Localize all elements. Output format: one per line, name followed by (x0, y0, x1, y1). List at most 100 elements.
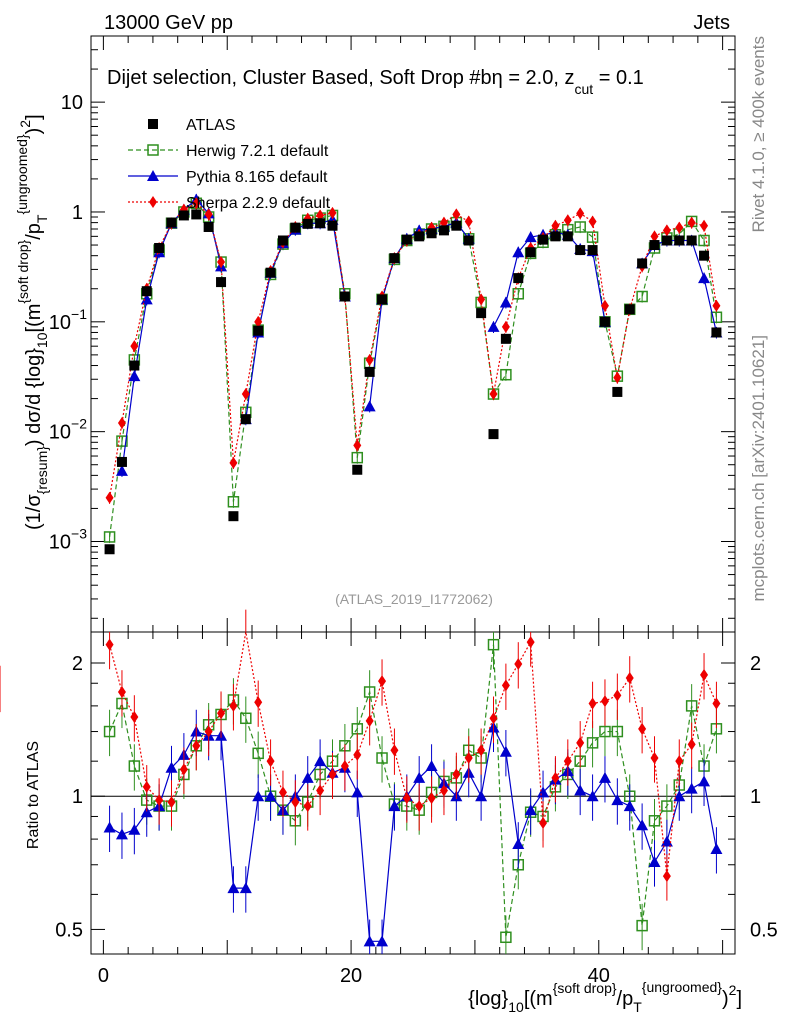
ratio-point-sherpa (278, 786, 287, 799)
main-point-atlas (216, 277, 227, 288)
ratio-point-pythia (314, 755, 327, 767)
ratio-point-pythia (128, 823, 141, 835)
main-point-herwig (512, 288, 525, 300)
ratio-y-tick-label: 1 (72, 786, 83, 808)
main-point-pythia (499, 296, 512, 308)
ratio-point-sherpa (117, 685, 126, 698)
main-point-pythia (140, 293, 153, 305)
ratio-point-pythia (301, 771, 314, 783)
main-point-atlas (562, 231, 573, 242)
main-point-pythia (115, 464, 128, 476)
main-point-atlas (129, 360, 140, 371)
main-point-atlas (575, 245, 586, 256)
main-point-atlas (352, 464, 363, 475)
main-point-atlas (463, 235, 474, 246)
legend-item-sherpa: Sherpa 2.2.9 default (128, 195, 331, 212)
main-point-herwig (103, 531, 116, 543)
ratio-point-pythia (413, 771, 426, 783)
main-point-sherpa (687, 216, 696, 229)
main-point-atlas (538, 234, 549, 245)
main-point-atlas (104, 544, 115, 555)
ratio-point-sherpa (514, 657, 523, 670)
ratio-point-sherpa (650, 751, 659, 764)
ratio-point-sherpa (501, 679, 510, 692)
ratio-point-sherpa (712, 697, 721, 710)
main-point-atlas (550, 231, 561, 242)
main-line-pythia (245, 218, 346, 420)
ratio-point-sherpa (179, 763, 188, 776)
main-point-sherpa (130, 340, 139, 353)
main-point-atlas (389, 253, 400, 264)
main-point-atlas (649, 240, 660, 251)
main-point-sherpa (662, 224, 671, 237)
main-point-atlas (377, 294, 388, 305)
ratio-series-group (0, 609, 723, 954)
ratio-point-herwig (611, 725, 624, 738)
ratio-point-pythia (363, 935, 376, 947)
ratio-point-sherpa (142, 780, 151, 793)
main-series-group (103, 193, 723, 555)
ratio-point-sherpa (415, 800, 424, 813)
ratio-point-pythia (351, 786, 364, 798)
ratio-point-pythia (611, 794, 624, 806)
ratio-axis-ticks: 0.5 0.51 12 20 20 40 (55, 632, 778, 987)
main-point-sherpa (353, 439, 362, 452)
main-point-pythia (128, 370, 141, 382)
ratio-point-pythia (598, 771, 611, 783)
main-point-sherpa (328, 206, 337, 219)
main-point-atlas (674, 235, 685, 246)
main-y-axis-label: (1/σ{resum}) dσ/d {log}10[(m{soft drop}/… (14, 114, 50, 530)
main-point-atlas (253, 325, 264, 336)
legend-label-sherpa: Sherpa 2.2.9 default (186, 195, 331, 212)
ratio-point-sherpa (489, 712, 498, 725)
ratio-point-herwig (252, 747, 264, 760)
ratio-point-herwig (586, 737, 599, 749)
main-point-herwig (500, 368, 512, 381)
ratio-point-herwig (103, 725, 116, 738)
main-point-sherpa (712, 299, 721, 312)
ratio-point-herwig (487, 638, 500, 651)
main-point-sherpa (241, 388, 250, 401)
main-point-sherpa (600, 299, 609, 312)
main-point-atlas (686, 235, 697, 246)
main-point-atlas (476, 308, 487, 319)
main-y-tick-label: 10 (61, 92, 83, 114)
ratio-point-sherpa (662, 870, 671, 883)
main-point-herwig (227, 496, 240, 508)
plot-title: Dijet selection, Cluster Based, Soft Dro… (107, 67, 644, 97)
ratio-y-tick-label: 2 (72, 653, 83, 675)
ratio-point-pythia (623, 800, 636, 812)
main-point-atlas (364, 366, 375, 377)
main-point-atlas (661, 235, 672, 246)
ratio-point-sherpa (638, 722, 647, 735)
mcplots-label: mcplots.cern.ch [arXiv:2401.10621] (749, 335, 768, 601)
legend: ATLAS Herwig 7.2.1 default Pythia 8.165 de… (128, 117, 331, 212)
main-point-atlas (488, 429, 499, 440)
main-point-atlas (315, 218, 326, 229)
legend-label-herwig: Herwig 7.2.1 default (186, 143, 329, 160)
ratio-point-herwig (128, 760, 141, 772)
main-point-atlas (191, 209, 202, 220)
main-point-herwig (574, 221, 586, 233)
legend-item-pythia: Pythia 8.165 default (128, 169, 328, 186)
ratio-point-pythia (499, 745, 512, 757)
ratio-point-sherpa (613, 689, 622, 702)
main-series-atlas (104, 209, 722, 555)
main-point-atlas (339, 291, 350, 302)
ratio-point-pythia (115, 828, 128, 840)
main-point-herwig (351, 451, 364, 464)
main-y-tick-label: 1 (72, 202, 83, 224)
main-point-atlas (612, 386, 623, 397)
ratio-point-pythia (239, 882, 252, 894)
ratio-point-herwig (685, 700, 698, 712)
main-point-atlas (265, 267, 276, 278)
energy-label: 13000 GeV pp (104, 12, 233, 34)
ratio-point-pythia (388, 800, 401, 812)
ratio-point-sherpa (229, 699, 238, 712)
main-point-herwig (586, 231, 599, 243)
ratio-point-pythia (512, 837, 525, 849)
main-point-atlas (401, 234, 412, 245)
ratio-y-axis-label: Ratio to ATLAS (25, 741, 42, 849)
ratio-y-tick-label-right: 0.5 (750, 919, 778, 941)
